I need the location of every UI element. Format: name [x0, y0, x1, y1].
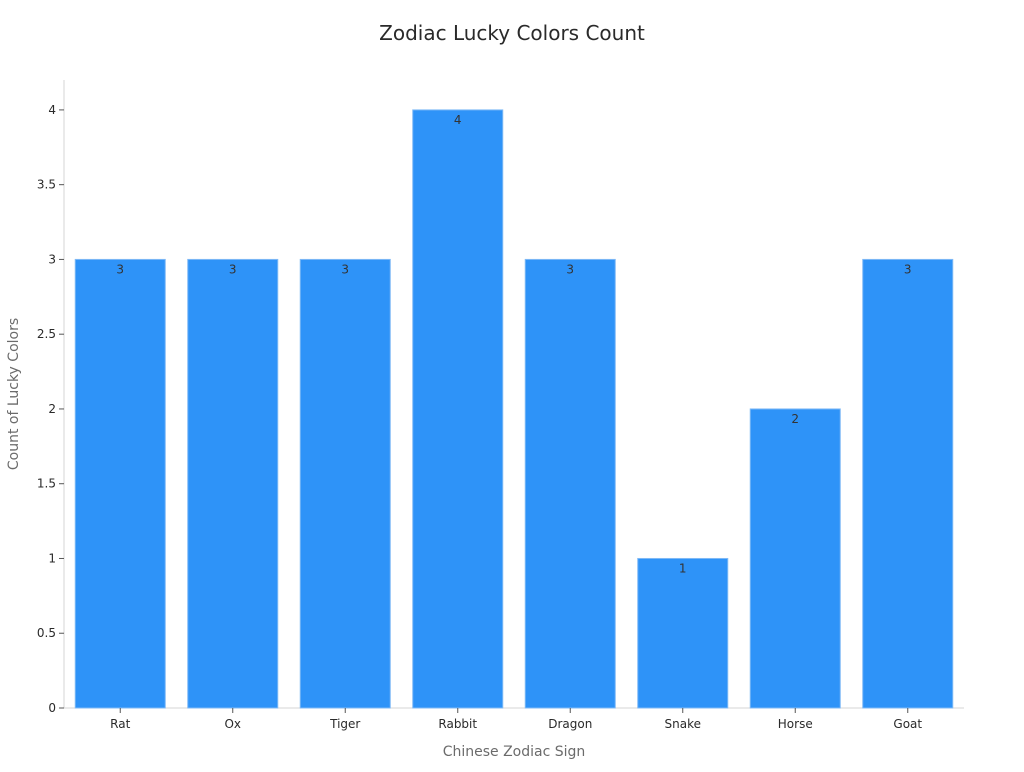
y-tick-label: 1.5 — [37, 477, 56, 491]
y-tick-label: 2.5 — [37, 327, 56, 341]
y-tick-label: 3.5 — [37, 178, 56, 192]
x-axis-title: Chinese Zodiac Sign — [443, 744, 586, 760]
x-tick-label: Goat — [893, 717, 922, 731]
bar-tiger — [299, 258, 391, 709]
data-label: 2 — [791, 412, 799, 426]
bar-dragon — [524, 258, 616, 709]
data-label: 3 — [116, 262, 124, 276]
x-tick-label: Rabbit — [438, 717, 477, 731]
y-tick-label: 1 — [48, 551, 56, 565]
y-axis-title: Count of Lucky Colors — [6, 318, 22, 470]
data-label: 4 — [454, 113, 462, 127]
x-tick-label: Ox — [224, 717, 241, 731]
x-tick-label: Horse — [778, 717, 813, 731]
data-label: 3 — [341, 262, 349, 276]
bar-goat — [862, 258, 954, 709]
y-tick-label: 3 — [48, 252, 56, 266]
x-tick-label: Snake — [665, 717, 701, 731]
y-tick-label: 4 — [48, 103, 56, 117]
data-label: 3 — [566, 262, 574, 276]
plot-area: 0 0.5 1 1.5 2 2.5 3 3.5 4 3 Rat 3 Ox 3 Tiger 4 Rabbit 3 Dr… — [37, 80, 964, 731]
y-tick-label: 0 — [48, 701, 56, 715]
bar-horse — [749, 408, 841, 709]
bar-rabbit — [412, 109, 504, 709]
x-tick-label: Dragon — [548, 717, 592, 731]
data-label: 3 — [229, 262, 237, 276]
x-tick-label: Rat — [110, 717, 130, 731]
data-label: 1 — [679, 561, 687, 575]
bar-rat — [74, 258, 166, 709]
bar-snake — [637, 557, 729, 709]
bar-ox — [187, 258, 279, 709]
y-tick-label: 2 — [48, 402, 56, 416]
x-tick-label: Tiger — [329, 717, 360, 731]
data-label: 3 — [904, 262, 912, 276]
chart-title: Zodiac Lucky Colors Count — [379, 21, 645, 45]
y-tick-label: 0.5 — [37, 626, 56, 640]
